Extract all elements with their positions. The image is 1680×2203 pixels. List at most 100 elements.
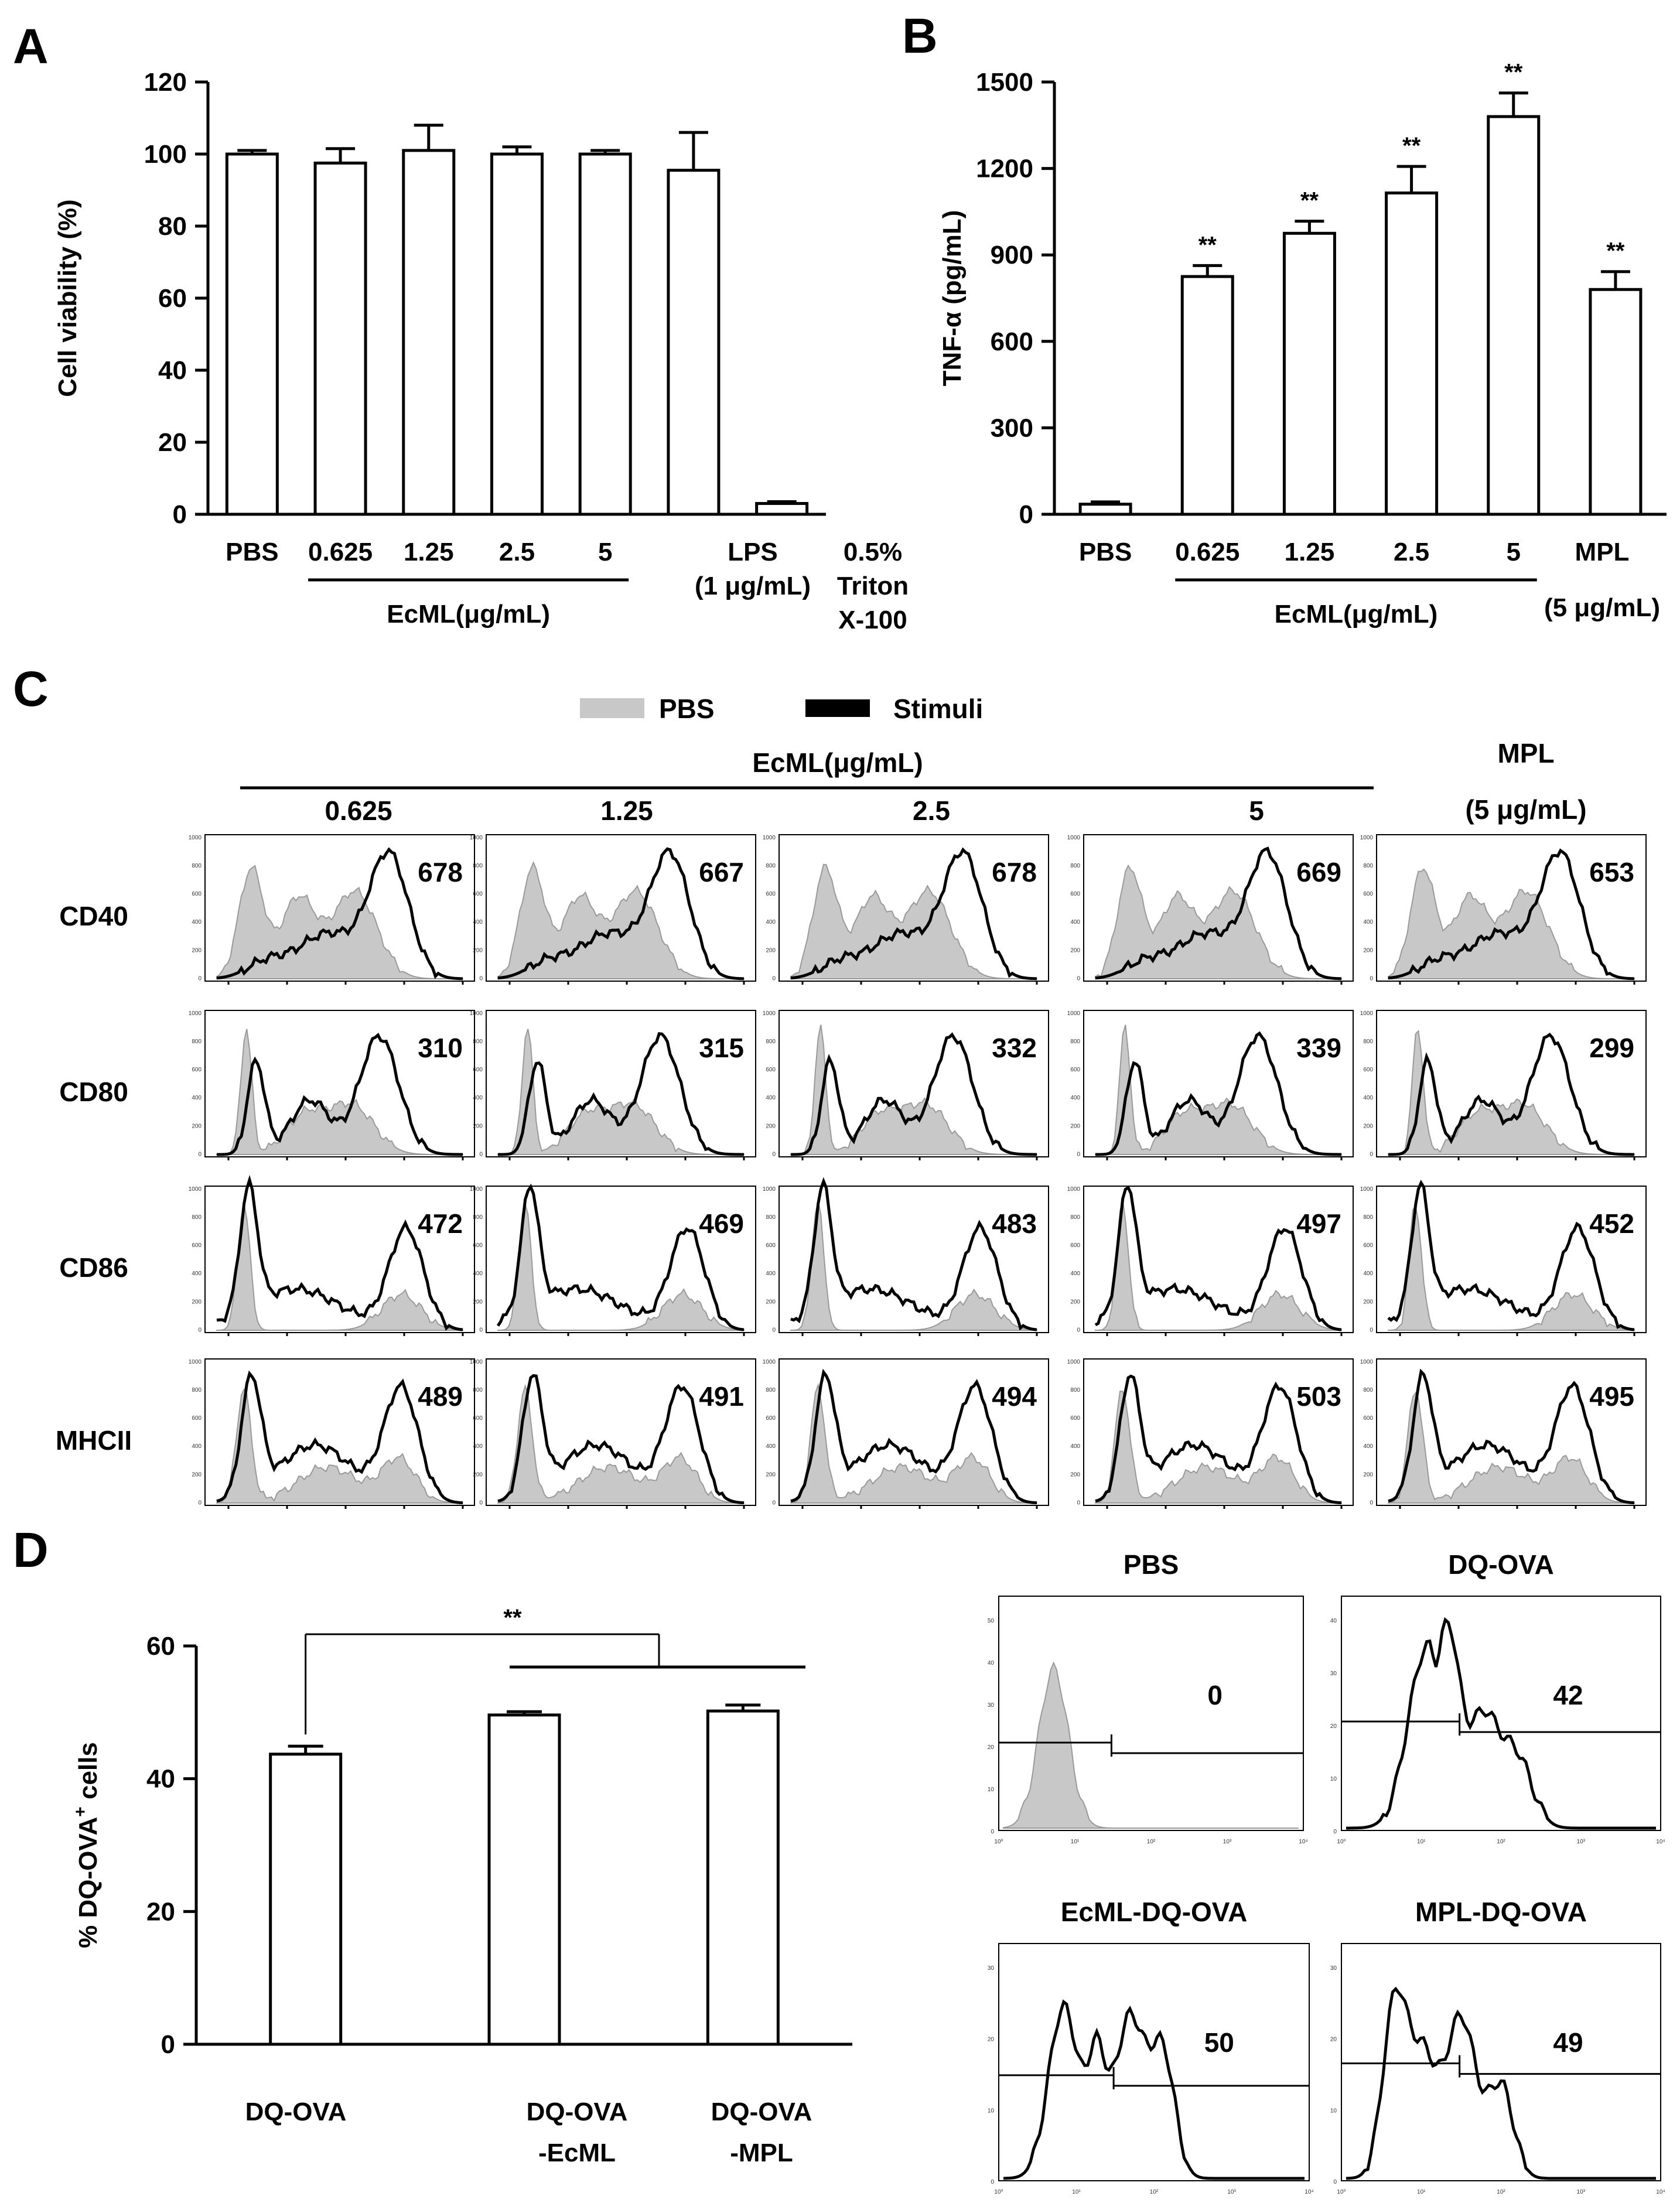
stimuli-histogram (1387, 1179, 1635, 1331)
histogram-y-tick: 0 (772, 1500, 776, 1506)
histogram-y-tick: 600 (766, 1067, 776, 1073)
chart-d-histograms: PBS 0 10 20 30 40 50 10⁰ 10¹ 10² 10³ 10⁴ 0 DQ-OVA 0 10 2… (988, 1549, 1665, 2195)
histogram-y-tick: 1000 (470, 1359, 483, 1365)
category-label: DQ-OVA (711, 2098, 812, 2126)
histogram-frame (486, 1358, 756, 1506)
histogram-y-tick: 600 (473, 1242, 483, 1249)
histogram-y-tick: 600 (192, 1242, 202, 1249)
histogram-y-tick: 800 (766, 1039, 776, 1045)
histogram-y-tick: 400 (1363, 1443, 1373, 1450)
y-tick-label: 600 (991, 327, 1033, 356)
y-tick-label: 60 (158, 284, 187, 313)
bar (667, 169, 721, 516)
significance-label: ** (1606, 238, 1625, 264)
histogram-y-tick: 1000 (1067, 1186, 1081, 1193)
histogram-y-tick: 800 (192, 1387, 202, 1393)
category-label: PBS (1079, 538, 1132, 566)
dq-histogram-x-tick: 10⁴ (1305, 2189, 1313, 2195)
histogram-frame (204, 834, 475, 982)
pbs-histogram (1095, 864, 1341, 979)
histogram-y-tick: 800 (1363, 1039, 1373, 1045)
ecml-group-label-b: EcML(μg/mL) (1275, 600, 1438, 629)
dq-histogram-x-tick: 10⁰ (1337, 2189, 1346, 2195)
histogram-y-tick: 200 (192, 1299, 202, 1305)
stimuli-histogram (1095, 846, 1342, 981)
histogram-y-tick: 400 (1070, 1270, 1080, 1277)
significance-label: ** (1402, 133, 1421, 159)
stimuli-histogram (496, 1183, 745, 1331)
dq-histogram-y-tick: 30 (988, 1965, 995, 1972)
category-label: -EcML (538, 2139, 616, 2167)
histogram-y-tick: 400 (192, 1443, 202, 1450)
dq-histogram-cell: EcML-DQ-OVA 0 10 20 30 10⁰ 10¹ 10² 10³ 10⁴ 50 (988, 1897, 1314, 2195)
category-label: -MPL (730, 2139, 793, 2167)
dq-histogram-x-tick: 10³ (1223, 1839, 1232, 1845)
bar (578, 152, 632, 516)
panel-label-c: C (13, 661, 49, 716)
histogram-y-tick: 0 (1370, 975, 1373, 982)
histogram-y-tick: 600 (192, 1067, 202, 1073)
histogram-y-tick: 800 (1070, 1214, 1080, 1221)
histogram-y-tick: 800 (473, 1039, 483, 1045)
mfi-value: 678 (992, 857, 1037, 887)
histogram-cell: 1000 800 600 400 200 0 310 (189, 1010, 475, 1160)
histogram-y-tick: 0 (1077, 1327, 1080, 1333)
mfi-value: 653 (1589, 857, 1634, 887)
histogram-y-tick: 800 (473, 1214, 483, 1221)
histogram-y-tick: 400 (1070, 919, 1080, 925)
category-label: X-100 (838, 606, 907, 634)
histogram-frame (204, 1358, 475, 1506)
dq-histogram-x-tick: 10¹ (1071, 1839, 1080, 1845)
pbs-histogram (1388, 868, 1634, 979)
dq-histogram-y-tick: 0 (991, 2179, 994, 2185)
pbs-histogram (497, 1202, 745, 1331)
histogram-y-tick: 0 (772, 975, 776, 982)
dq-histogram-y-tick: 10 (988, 1787, 995, 1793)
histogram-y-tick: 0 (1077, 1151, 1080, 1157)
histogram-y-tick: 800 (1070, 1387, 1080, 1393)
bar (490, 152, 544, 516)
row-label: MHCII (56, 1425, 132, 1456)
histogram-y-tick: 1000 (1067, 1010, 1081, 1017)
histogram-frame (1083, 834, 1354, 982)
dq-histogram-x-tick: 10⁴ (1656, 1839, 1665, 1845)
histogram-y-tick: 600 (766, 1242, 776, 1249)
dq-histogram-y-tick: 0 (991, 1829, 994, 1835)
mfi-value: 469 (699, 1208, 744, 1239)
histogram-y-tick: 800 (192, 863, 202, 869)
pbs-histogram (497, 861, 744, 979)
legend-label-pbs: PBS (659, 694, 715, 724)
histogram-y-tick: 1000 (763, 1010, 776, 1017)
histogram-frame (778, 834, 1049, 982)
histogram-y-tick: 1000 (1360, 1010, 1374, 1017)
histogram-y-tick: 0 (479, 1151, 483, 1157)
histogram-y-tick: 400 (766, 1095, 776, 1101)
dq-histogram-title: PBS (1124, 1549, 1179, 1580)
y-tick-label: 0 (1019, 500, 1033, 529)
histogram-cell: 1000 800 600 400 200 0 315 (470, 1010, 756, 1160)
dq-histogram-x-tick: 10⁰ (1337, 1839, 1346, 1845)
bar (487, 1713, 561, 2046)
legend-swatch-pbs (580, 698, 644, 718)
histogram-y-tick: 200 (192, 947, 202, 954)
histogram-y-tick: 0 (198, 975, 202, 982)
histogram-y-tick: 200 (1070, 1471, 1080, 1478)
histogram-y-tick: 400 (192, 1270, 202, 1277)
histogram-y-tick: 200 (192, 1123, 202, 1129)
y-axis-label: % DQ-OVA+ cells (71, 1742, 103, 1948)
y-tick-label: 0 (173, 500, 187, 529)
histogram-y-tick: 0 (198, 1500, 202, 1506)
chart-b: 0 300 600 900 1200 1500 TNF-α (pg/mL) PBS ** 0.62… (938, 60, 1667, 629)
histogram-frame (486, 1010, 756, 1157)
stimuli-histogram (1388, 1368, 1635, 1505)
mfi-value: 495 (1589, 1381, 1634, 1412)
histogram-cell: 1000 800 600 400 200 0 667 (470, 834, 756, 985)
dq-histogram-x-tick: 10³ (1227, 2189, 1236, 2195)
panel-label-d: D (13, 1522, 49, 1577)
mfi-value: 315 (699, 1033, 744, 1063)
dq-percent-value: 0 (1207, 1680, 1223, 1710)
histogram-frame (778, 1010, 1049, 1157)
histogram-y-tick: 400 (766, 919, 776, 925)
dq-histogram-x-tick: 10⁴ (1656, 2189, 1665, 2195)
significance-label: ** (1198, 232, 1217, 258)
